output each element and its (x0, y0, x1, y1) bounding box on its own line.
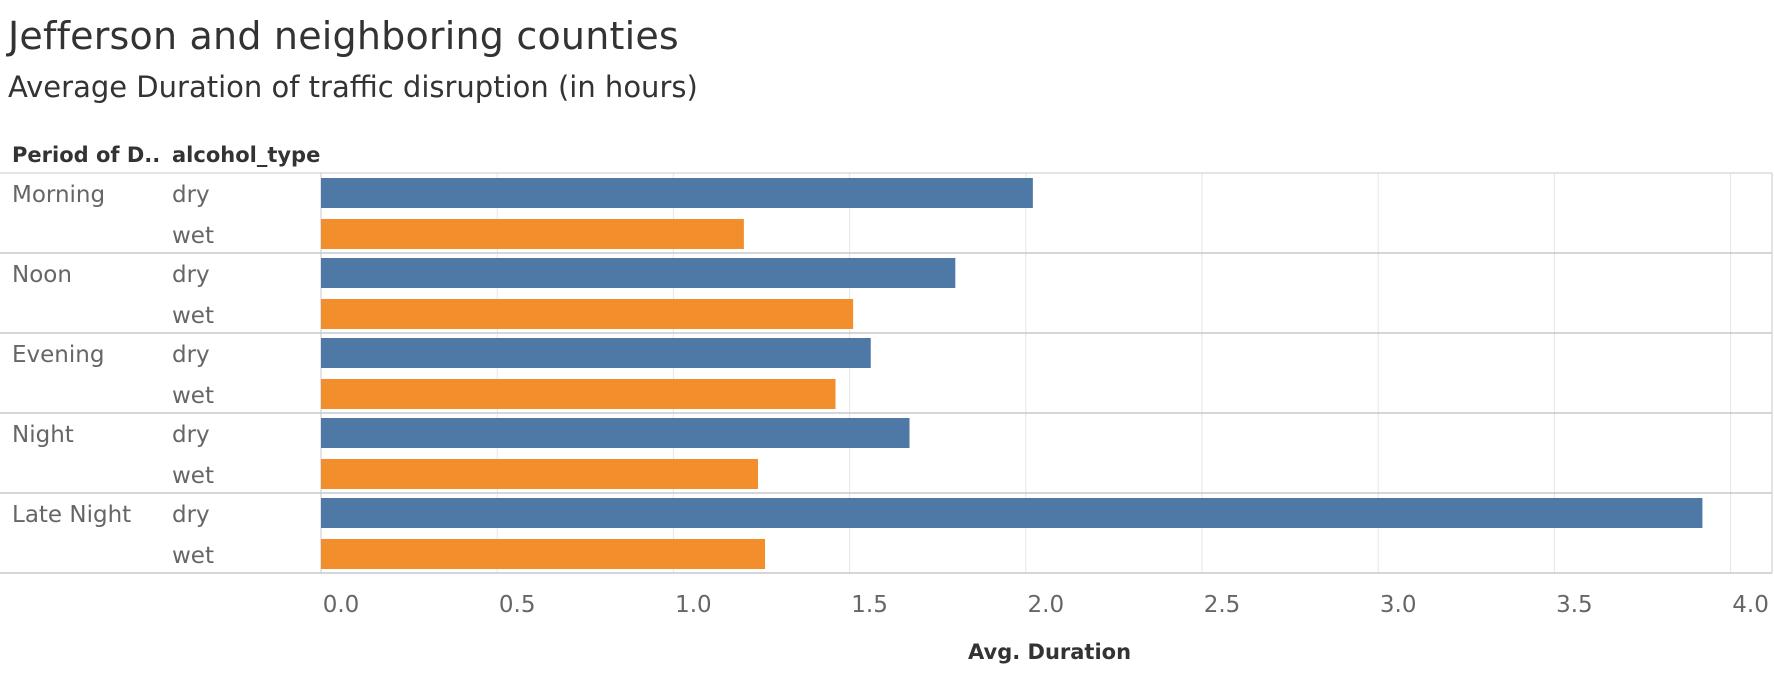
x-tick-label: 1.5 (851, 592, 888, 618)
chart-subtitle: Average Duration of traffic disruption (… (8, 70, 698, 104)
bar-noon-wet[interactable] (321, 299, 854, 329)
bar-evening-dry[interactable] (321, 338, 871, 368)
period-label[interactable]: Morning (12, 182, 105, 208)
x-tick-label: 0.0 (323, 592, 360, 618)
bar-evening-wet[interactable] (321, 379, 836, 409)
bar-late-night-wet[interactable] (321, 539, 766, 569)
alcohol-type-label[interactable]: dry (172, 502, 210, 528)
bar-late-night-dry[interactable] (321, 498, 1703, 528)
period-label[interactable]: Night (12, 422, 74, 448)
period-column-header[interactable]: Period of D.. (12, 143, 161, 167)
alcohol-type-label[interactable]: dry (172, 262, 210, 288)
x-tick-label: 2.5 (1204, 592, 1241, 618)
alcohol-type-label[interactable]: dry (172, 342, 210, 368)
alcohol-type-label[interactable]: wet (172, 543, 214, 569)
period-label[interactable]: Evening (12, 342, 104, 368)
bar-noon-dry[interactable] (321, 258, 956, 288)
chart-title: Jefferson and neighboring counties (8, 14, 679, 58)
alcohol-type-label[interactable]: wet (172, 463, 214, 489)
bar-night-dry[interactable] (321, 418, 910, 448)
alcohol-type-column-header[interactable]: alcohol_type (172, 143, 321, 167)
x-tick-label: 2.0 (1028, 592, 1065, 618)
x-tick-label: 3.5 (1556, 592, 1593, 618)
alcohol-type-label[interactable]: wet (172, 303, 214, 329)
alcohol-type-label[interactable]: wet (172, 383, 214, 409)
x-tick-label: 3.0 (1380, 592, 1417, 618)
alcohol-type-label[interactable]: wet (172, 223, 214, 249)
x-tick-label: 1.0 (675, 592, 712, 618)
x-axis-title: Avg. Duration (968, 640, 1132, 664)
period-label[interactable]: Noon (12, 262, 72, 288)
alcohol-type-label[interactable]: dry (172, 182, 210, 208)
x-tick-label: 0.5 (499, 592, 536, 618)
bar-morning-wet[interactable] (321, 219, 744, 249)
alcohol-type-label[interactable]: dry (172, 422, 210, 448)
bar-morning-dry[interactable] (321, 178, 1033, 208)
bar-night-wet[interactable] (321, 459, 758, 489)
x-tick-label: 4.0 (1732, 592, 1769, 618)
period-label[interactable]: Late Night (12, 502, 131, 528)
